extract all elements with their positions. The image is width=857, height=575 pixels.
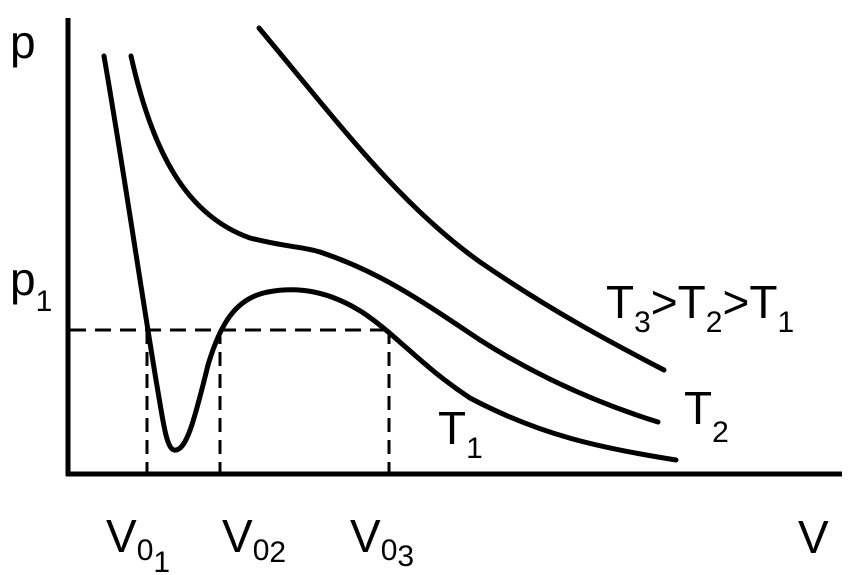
x-axis-label: V bbox=[798, 511, 829, 563]
y-axis-label: p bbox=[10, 16, 36, 68]
isotherm-t3-curve bbox=[256, 25, 667, 373]
t1-curve-label: T1 bbox=[438, 402, 483, 465]
temperature-relation-label: T3>T2>T1 bbox=[606, 276, 794, 339]
v03-label: V03 bbox=[350, 510, 414, 573]
p1-label: p1 bbox=[10, 253, 52, 318]
isotherm-t1-curve bbox=[101, 53, 679, 463]
v02-label: V02 bbox=[222, 510, 286, 569]
v01-label: V01 bbox=[106, 510, 170, 575]
isotherm-t2-curve bbox=[128, 53, 661, 425]
t2-curve-label: T2 bbox=[684, 382, 729, 449]
